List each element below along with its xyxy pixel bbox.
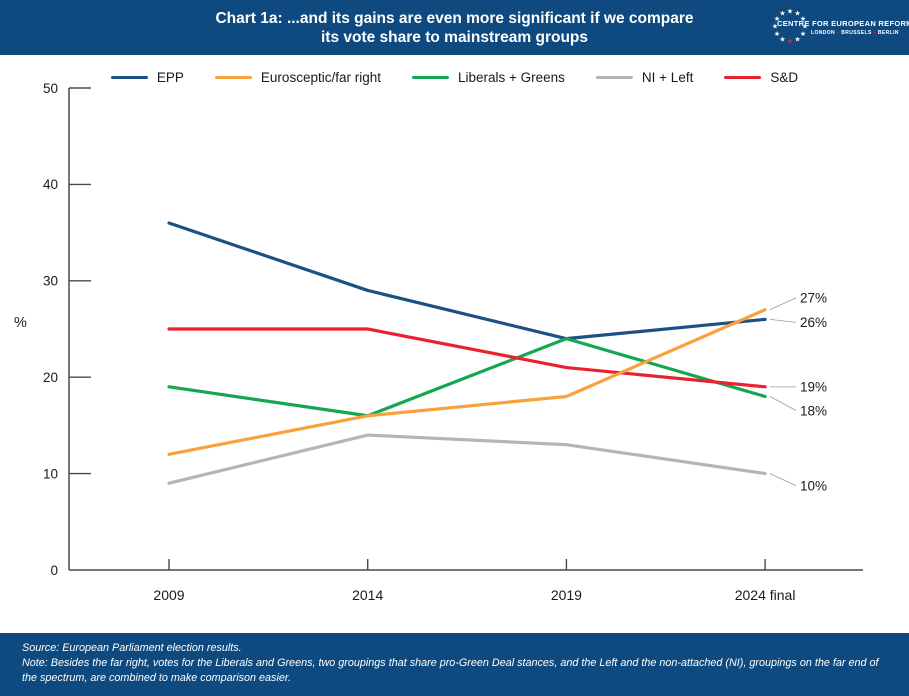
end-label-leader: [769, 396, 797, 411]
logo-org-name: CENTRE FOR EUROPEAN REFORM: [777, 19, 909, 28]
star-icon: ★: [774, 30, 780, 38]
cer-logo: ★ ★ ★ ★ ★ ★ ★ ★ ★ ★ ★ ★ CENTRE FOR EUROPEAN REFORM …: [763, 6, 909, 50]
legend-item-epp: EPP: [110, 70, 184, 85]
star-icon: ★: [794, 10, 800, 18]
x-tick-label: 2014: [352, 587, 383, 603]
star-icon: ★: [800, 15, 806, 23]
city-separator-icon: ▪: [873, 30, 876, 36]
end-label-liberals-greens: 18%: [800, 403, 827, 418]
legend-swatch-icon: [214, 75, 252, 80]
star-icon: ★: [772, 23, 778, 31]
logo-city: LONDON: [811, 30, 836, 36]
logo-city: BERLIN: [877, 30, 899, 36]
y-tick-label: 0: [50, 563, 58, 578]
star-icon: ★: [779, 10, 785, 18]
line-chart: 0 10 20 30 40 50 2009 2014 2019 2024 final% 26% 27%…: [14, 81, 863, 603]
series-line-s-d: [167, 327, 767, 389]
chart-title: Chart 1a: ...and its gains are even more…: [0, 9, 909, 47]
logo-text: CENTRE FOR EUROPEAN REFORM LONDON ▪ BRUSSE…: [777, 19, 909, 36]
star-icon: ★: [802, 23, 808, 31]
source-note: Source: European Parliament election res…: [22, 642, 242, 654]
star-ring-icon: ★★★★★★ ★ ★★★★★: [772, 8, 808, 46]
legend-swatch-icon: [110, 75, 148, 80]
legend-label: Liberals + Greens: [457, 70, 565, 85]
legend-swatch-icon: [724, 75, 762, 80]
chart-title-line2: its vote share to mainstream groups: [320, 29, 589, 46]
legend-item-s-d: S&D: [724, 70, 798, 85]
star-icon: ★: [779, 35, 785, 43]
city-separator-icon: ▪: [837, 30, 840, 36]
legend-item-ni-left: NI + Left: [595, 70, 694, 85]
end-label-leader: [769, 318, 797, 323]
y-tick-label: 50: [43, 81, 58, 96]
legend-swatch-icon: [411, 75, 449, 80]
chart-legend: EPP Eurosceptic/far right Liberals + Green…: [0, 70, 909, 85]
legend-label: NI + Left: [641, 70, 694, 85]
end-label-epp: 26%: [800, 315, 827, 330]
legend-label: EPP: [156, 70, 184, 85]
y-axis-label: %: [14, 315, 27, 331]
end-label-leader: [769, 297, 797, 311]
series-line-eurosceptic-far-right: [167, 308, 767, 456]
x-tick-label: 2019: [551, 587, 582, 603]
footer-bar: Source: European Parliament election res…: [0, 633, 909, 696]
star-icon: ★: [787, 8, 793, 16]
method-note: Note: Besides the far right, votes for t…: [22, 657, 879, 684]
end-label-s-d: 19%: [800, 380, 827, 395]
legend-label: S&D: [770, 70, 799, 85]
logo-cities: LONDON ▪ BRUSSELS ▪ BERLIN: [777, 30, 903, 36]
star-icon: ★: [800, 30, 806, 38]
header-bar: Chart 1a: ...and its gains are even more…: [0, 0, 909, 55]
chart-title-line1: Chart 1a: ...and its gains are even more…: [215, 10, 694, 27]
x-tick-label: 2009: [153, 587, 184, 603]
star-icon: ★: [774, 15, 780, 23]
series-line-epp: [167, 221, 767, 341]
star-icon: ★: [787, 38, 793, 46]
legend-item-eurosceptic-far-right: Eurosceptic/far right: [214, 70, 381, 85]
logo-city: BRUSSELS: [841, 30, 872, 36]
end-label-eurosceptic-far-right: 27%: [800, 291, 827, 306]
series-line-liberals-greens: [167, 337, 767, 418]
star-icon: ★: [794, 35, 800, 43]
legend-item-liberals-greens: Liberals + Greens: [411, 70, 565, 85]
end-label-leader: [769, 473, 797, 486]
series-line-ni-left: [167, 433, 767, 485]
y-tick-label: 30: [43, 274, 58, 289]
y-tick-label: 10: [43, 466, 58, 481]
end-label-ni-left: 10%: [800, 478, 827, 493]
y-tick-label: 40: [43, 177, 58, 192]
legend-label: Eurosceptic/far right: [260, 70, 381, 85]
y-tick-label: 20: [43, 370, 58, 385]
x-tick-label: 2024 final: [735, 587, 796, 603]
legend-swatch-icon: [595, 75, 633, 80]
